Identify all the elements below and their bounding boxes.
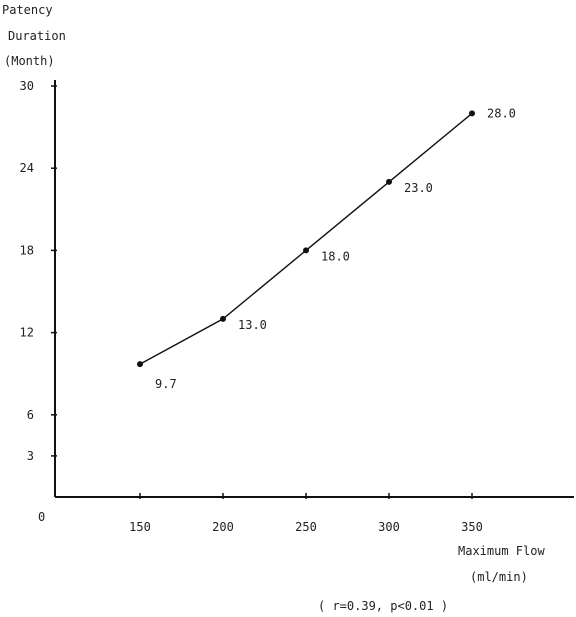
- data-point: [220, 315, 226, 322]
- y-axis-title-line-2: Duration: [8, 29, 66, 43]
- y-tick-label: 18: [20, 243, 34, 257]
- y-axis-title-line-1: Patency: [2, 3, 53, 17]
- origin-label: 0: [38, 510, 45, 524]
- y-tick-label: 3: [27, 449, 34, 463]
- data-label: 28.0: [487, 106, 516, 120]
- series-line: [139, 112, 473, 365]
- x-axis-title-line-1: Maximum Flow: [458, 544, 545, 558]
- x-axis-title-line-2: (ml/min): [470, 570, 528, 584]
- x-tick-label: 150: [129, 520, 151, 534]
- data-label: 9.7: [155, 377, 177, 391]
- data-point: [469, 110, 475, 117]
- y-tick-label: 24: [20, 161, 34, 175]
- y-tick-label: 12: [20, 326, 34, 340]
- y-tick-label: 6: [27, 408, 34, 422]
- x-tick-label: 350: [461, 520, 483, 534]
- data-label: 23.0: [404, 181, 433, 195]
- y-axis-ticks: 3 6 12 18 24 30: [20, 79, 57, 463]
- x-axis-ticks: 150 200 250 300 350: [129, 493, 483, 534]
- x-tick-label: 200: [212, 520, 234, 534]
- data-point: [137, 361, 143, 368]
- data-point: [386, 178, 392, 185]
- y-axis-title-line-3: (Month): [4, 54, 55, 68]
- y-tick-label: 30: [20, 79, 34, 93]
- x-tick-label: 250: [295, 520, 317, 534]
- stats-annotation: ( r=0.39, p<0.01 ): [318, 599, 448, 613]
- x-tick-label: 300: [378, 520, 400, 534]
- data-label: 13.0: [238, 318, 267, 332]
- data-point: [303, 247, 309, 254]
- data-label: 18.0: [321, 249, 350, 263]
- data-series: 9.7 13.0 18.0 23.0 28.0: [137, 106, 516, 391]
